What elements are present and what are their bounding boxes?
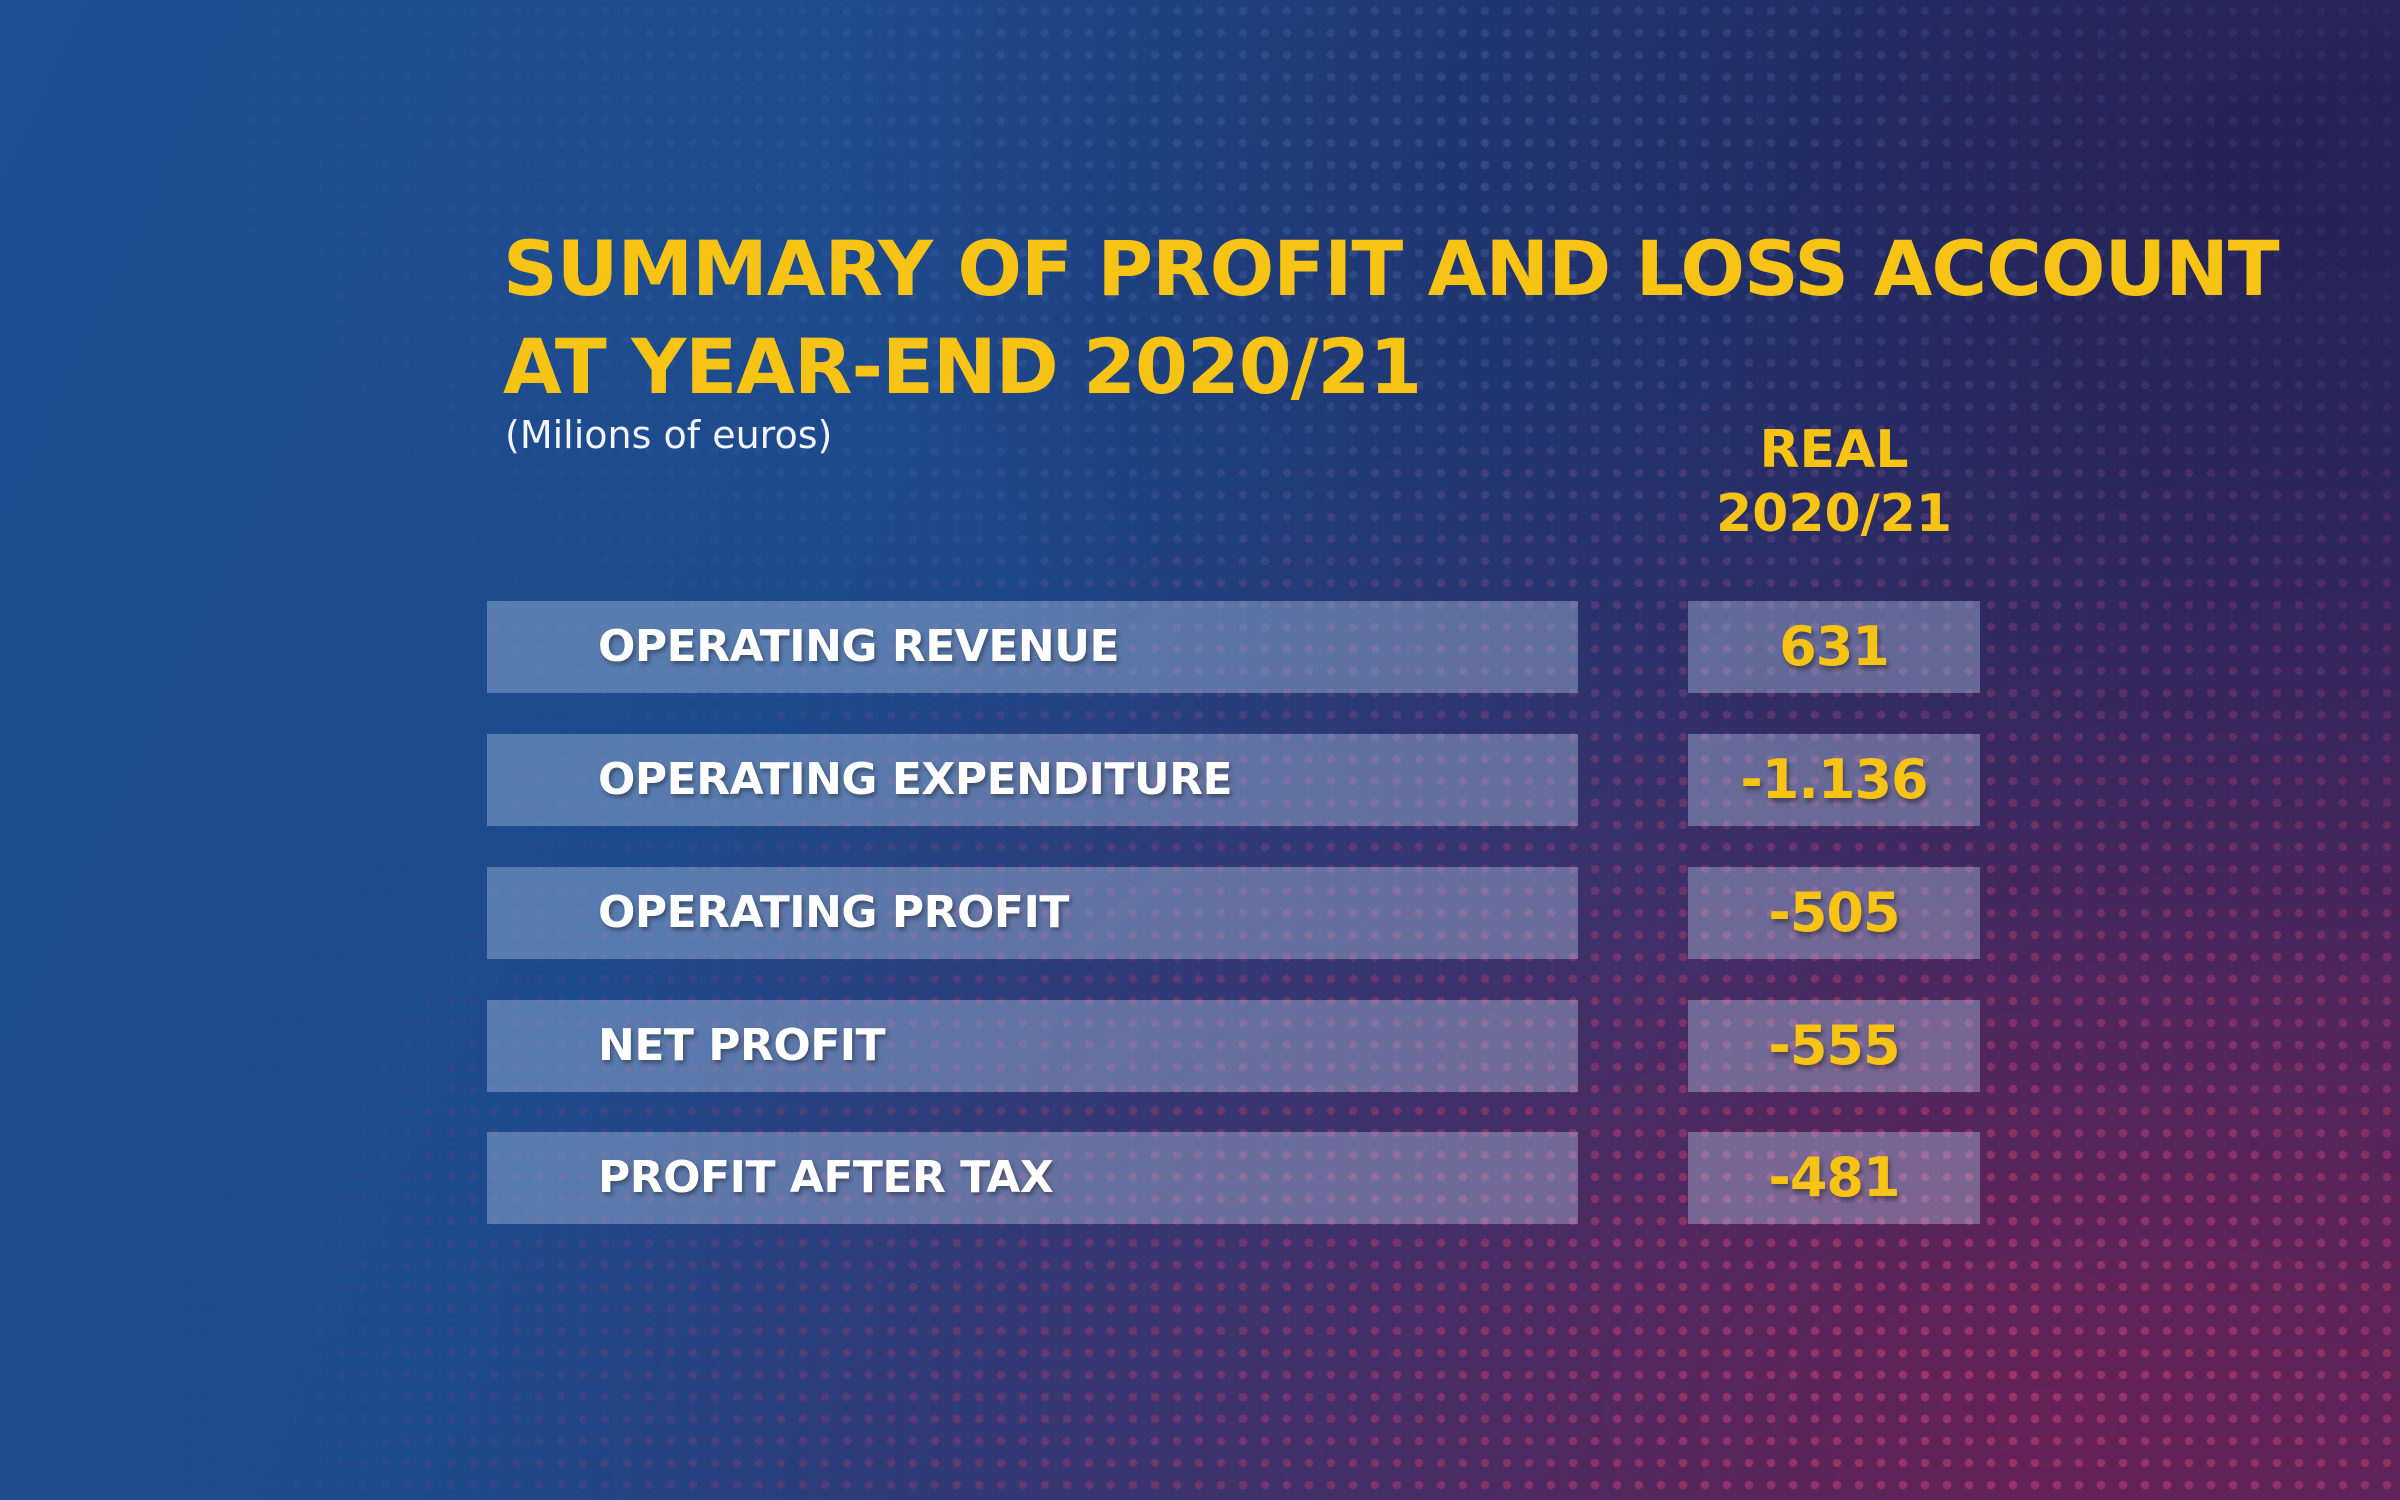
table-row-value-box: -555 <box>1688 1000 1980 1092</box>
column-header-line-1: REAL <box>1759 420 1909 480</box>
chart-title-line-2: AT YEAR-END 2020/21 <box>503 322 1422 411</box>
table-row-label-box: NET PROFIT <box>487 1000 1578 1092</box>
column-header: REAL 2020/21 <box>1688 418 1980 546</box>
table-row-label: OPERATING PROFIT <box>598 887 1069 938</box>
table-row-value: -555 <box>1768 1014 1900 1077</box>
table-row-label: PROFIT AFTER TAX <box>598 1152 1054 1203</box>
table-row-value: -481 <box>1768 1146 1900 1209</box>
table-row-value-box: -1.136 <box>1688 734 1980 826</box>
table-row-value-box: -481 <box>1688 1132 1980 1224</box>
table-row-value: -505 <box>1768 881 1900 944</box>
table-row-value-box: 631 <box>1688 601 1980 693</box>
table-row-label: NET PROFIT <box>598 1020 886 1071</box>
table-row-label-box: OPERATING REVENUE <box>487 601 1578 693</box>
table-row-value: -1.136 <box>1740 748 1928 811</box>
column-header-line-2: 2020/21 <box>1715 484 1953 544</box>
chart-title: SUMMARY OF PROFIT AND LOSS ACCOUNT AT YE… <box>503 220 2280 416</box>
chart-subtitle: (Milions of euros) <box>505 413 833 457</box>
table-row-label-box: OPERATING PROFIT <box>487 867 1578 959</box>
chart-title-line-1: SUMMARY OF PROFIT AND LOSS ACCOUNT <box>503 224 2280 313</box>
table-row-value: 631 <box>1779 615 1890 678</box>
table-row-label-box: OPERATING EXPENDITURE <box>487 734 1578 826</box>
table-row-label: OPERATING EXPENDITURE <box>598 754 1233 805</box>
table-row-label: OPERATING REVENUE <box>598 621 1120 672</box>
table-row-label-box: PROFIT AFTER TAX <box>487 1132 1578 1224</box>
table-row-value-box: -505 <box>1688 867 1980 959</box>
